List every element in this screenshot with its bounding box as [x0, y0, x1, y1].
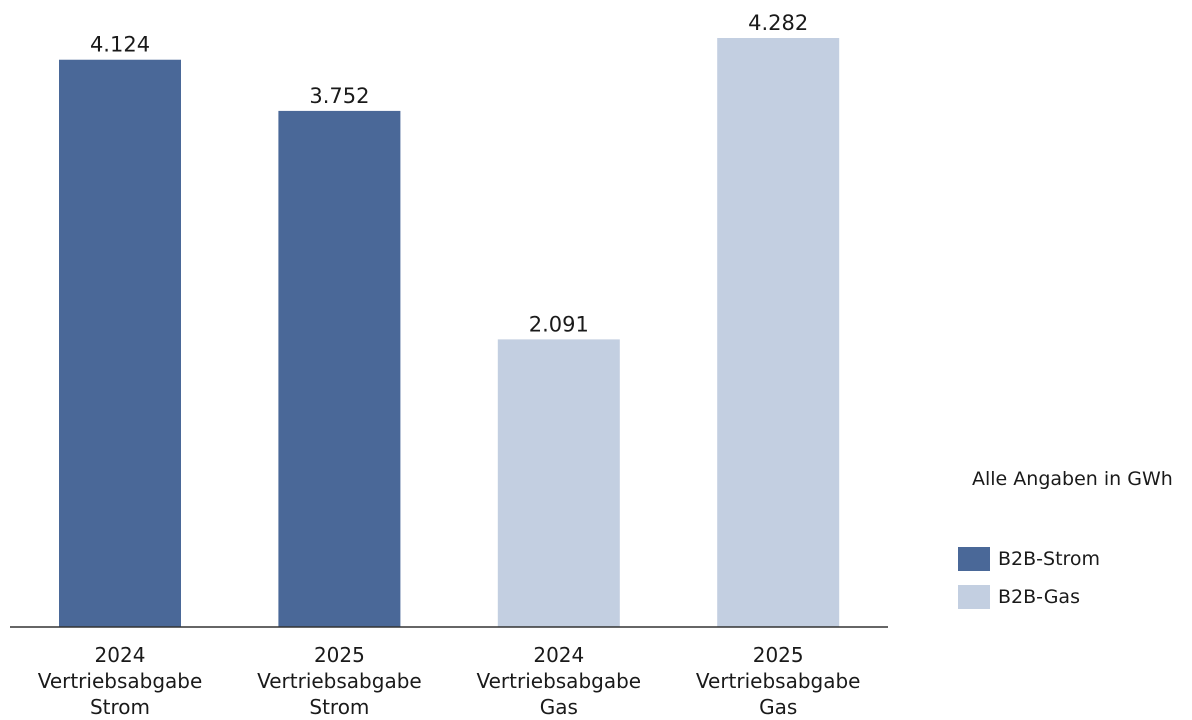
- value-labels-group: 4.124 3.752 2.091 4.282: [90, 11, 808, 336]
- bar-3: [717, 38, 840, 627]
- unit-note: Alle Angaben in GWh: [972, 468, 1173, 490]
- category-label-1-line-0: 2025: [314, 643, 365, 667]
- value-label-2: 2.091: [529, 312, 589, 336]
- category-label-2-line-0: 2024: [533, 643, 584, 667]
- legend-label-gas: B2B-Gas: [998, 586, 1080, 608]
- category-label-1-line-2: Strom: [309, 695, 369, 719]
- category-label-3-line-1: Vertriebsabgabe: [696, 669, 861, 693]
- value-label-3: 4.282: [748, 11, 808, 35]
- bars-group: [59, 38, 840, 628]
- legend-swatch-strom: [958, 547, 990, 571]
- legend-item-strom: B2B-Strom: [958, 544, 1100, 574]
- value-label-0: 4.124: [90, 33, 150, 57]
- category-label-3-line-0: 2025: [753, 643, 804, 667]
- bar-0: [59, 59, 181, 628]
- category-label-1-line-1: Vertriebsabgabe: [257, 669, 422, 693]
- category-label-3-line-2: Gas: [759, 695, 797, 719]
- category-label-0-line-0: 2024: [95, 643, 146, 667]
- bar-2: [497, 339, 620, 627]
- legend-label-strom: B2B-Strom: [998, 548, 1101, 570]
- legend-item-gas: B2B-Gas: [958, 582, 1100, 612]
- value-label-1: 3.752: [309, 84, 369, 108]
- legend: B2B-Strom B2B-Gas: [958, 544, 1100, 620]
- category-labels-group: 2024VertriebsabgabeStrom2025Vertriebsabg…: [38, 643, 861, 719]
- category-label-2-line-2: Gas: [540, 695, 578, 719]
- bar-1: [278, 110, 401, 628]
- legend-swatch-gas: [958, 585, 990, 609]
- category-label-2-line-1: Vertriebsabgabe: [476, 669, 641, 693]
- category-label-0-line-2: Strom: [90, 695, 150, 719]
- category-label-0-line-1: Vertriebsabgabe: [38, 669, 203, 693]
